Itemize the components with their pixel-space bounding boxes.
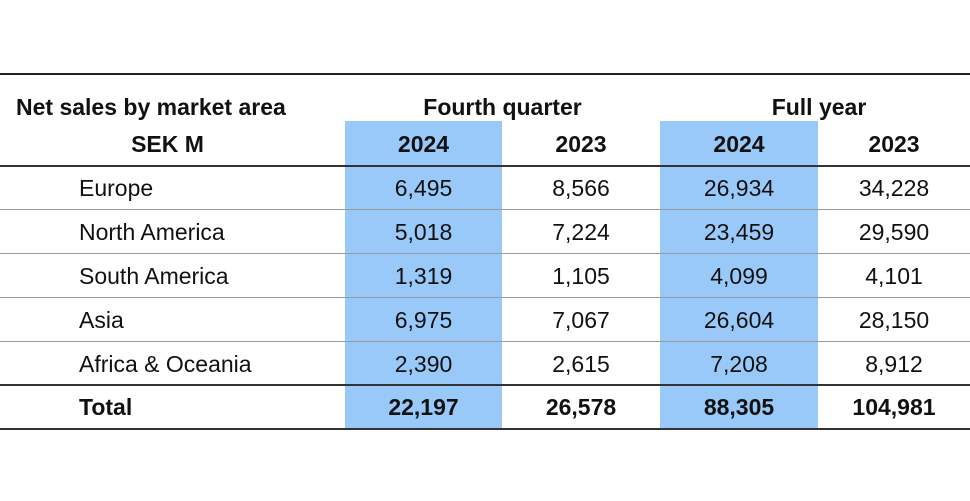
cell-value: 8,912 — [865, 351, 923, 377]
cell-value: 26,934 — [703, 175, 775, 201]
cell-value: 8,566 — [552, 175, 610, 201]
row-divider — [0, 253, 970, 254]
table-row: Asia 6,975 7,067 26,604 28,150 — [0, 297, 970, 341]
table-row: Africa & Oceania 2,390 2,615 7,208 8,912 — [0, 341, 970, 385]
group-header-fourth-quarter: Fourth quarter — [423, 94, 582, 120]
highlight-fy-2024-column — [660, 121, 818, 428]
group-header-full-year: Full year — [771, 94, 867, 120]
row-divider — [0, 341, 970, 342]
row-label: Africa & Oceania — [79, 351, 252, 377]
year-header: 2024 — [397, 131, 450, 157]
total-value: 88,305 — [703, 394, 775, 420]
cell-value: 26,604 — [703, 307, 775, 333]
unit-label: SEK M — [131, 131, 204, 157]
cell-value: 1,319 — [394, 263, 453, 289]
table-row: North America 5,018 7,224 23,459 29,590 — [0, 209, 970, 253]
year-header: 2023 — [868, 131, 920, 157]
year-header: 2024 — [713, 131, 765, 157]
cell-value: 2,615 — [552, 351, 610, 377]
total-divider — [0, 384, 970, 386]
highlight-q4-2024-column — [345, 121, 502, 428]
row-label: Europe — [79, 175, 154, 201]
row-label: South America — [79, 263, 229, 289]
cell-value: 7,224 — [552, 219, 610, 245]
total-label: Total — [79, 394, 133, 420]
year-header: 2023 — [555, 131, 607, 157]
cell-value: 7,208 — [710, 351, 768, 377]
table-bottom-rule — [0, 428, 970, 430]
cell-value: 7,067 — [552, 307, 610, 333]
cell-value: 2,390 — [394, 351, 453, 377]
total-row: Total 22,197 26,578 88,305 104,981 — [0, 384, 970, 428]
cell-value: 29,590 — [858, 219, 930, 245]
table-row: Europe 6,495 8,566 26,934 34,228 — [0, 165, 970, 209]
header-divider — [0, 165, 970, 167]
row-label: North America — [79, 219, 225, 245]
total-value: 104,981 — [852, 394, 936, 420]
table-title: Net sales by market area — [16, 94, 286, 120]
header-row-years: SEK M 2024 2023 2024 2023 — [0, 121, 970, 165]
total-value: 22,197 — [388, 394, 459, 420]
row-divider — [0, 297, 970, 298]
cell-value: 5,018 — [394, 219, 453, 245]
table-top-rule — [0, 73, 970, 75]
row-divider — [0, 209, 970, 210]
cell-value: 34,228 — [858, 175, 930, 201]
cell-value: 4,101 — [865, 263, 923, 289]
cell-value: 1,105 — [552, 263, 610, 289]
cell-value: 6,495 — [394, 175, 453, 201]
cell-value: 4,099 — [710, 263, 768, 289]
row-label: Asia — [79, 307, 124, 333]
table-row: South America 1,319 1,105 4,099 4,101 — [0, 253, 970, 297]
cell-value: 6,975 — [394, 307, 453, 333]
cell-value: 23,459 — [703, 219, 775, 245]
cell-value: 28,150 — [858, 307, 930, 333]
total-value: 26,578 — [545, 394, 617, 420]
